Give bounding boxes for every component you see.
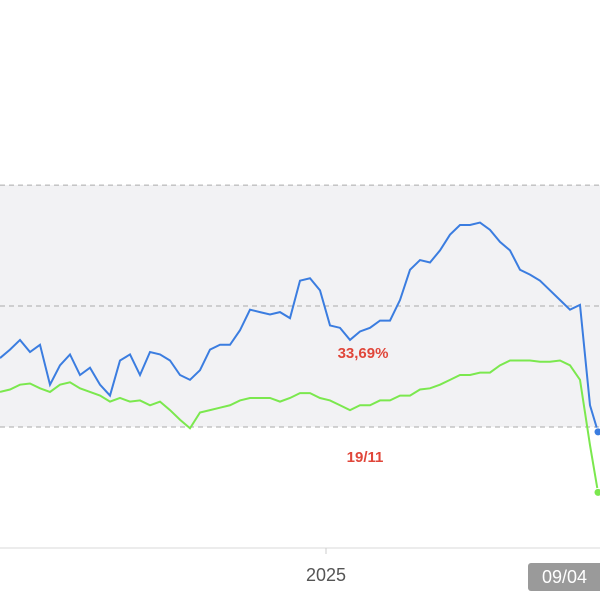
x-tick-label: 2025 (306, 565, 346, 585)
line (0, 221, 599, 433)
end-dot (593, 487, 600, 497)
line (0, 359, 599, 493)
annotation: 33,69% (338, 345, 389, 362)
end-dot (593, 427, 600, 437)
cursor-label-box (528, 563, 600, 591)
cursor-label: 09/04 (542, 567, 587, 587)
annotation: 19/11 (347, 449, 384, 466)
